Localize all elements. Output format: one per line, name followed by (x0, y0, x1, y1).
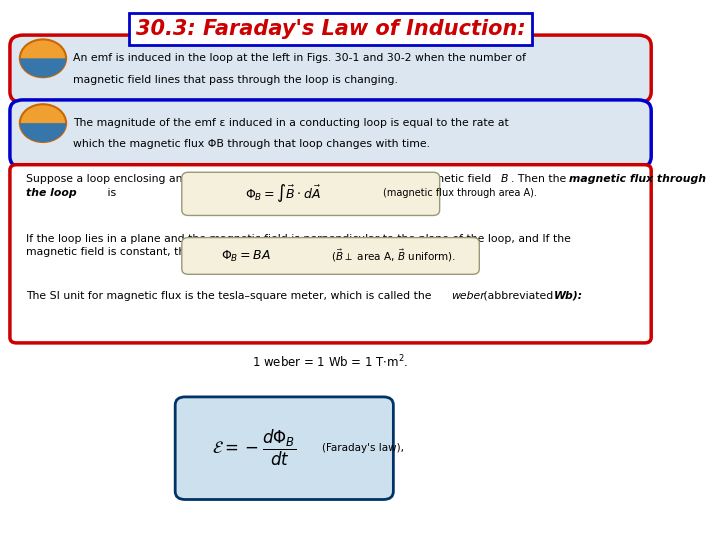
Text: (Faraday's law),: (Faraday's law), (323, 443, 405, 453)
Text: the loop: the loop (27, 188, 77, 199)
Circle shape (20, 104, 66, 142)
Text: is placed in a magnetic field: is placed in a magnetic field (334, 174, 495, 184)
FancyBboxPatch shape (10, 100, 651, 167)
Text: 30.3: Faraday's Law of Induction:: 30.3: Faraday's Law of Induction: (135, 19, 526, 39)
Text: $\Phi_B = BA$: $\Phi_B = BA$ (222, 248, 271, 264)
Text: magnetic flux through: magnetic flux through (569, 174, 706, 184)
Text: (magnetic flux through area A).: (magnetic flux through area A). (384, 188, 537, 198)
Text: magnetic field is constant, then: magnetic field is constant, then (27, 247, 199, 257)
Text: $\mathcal{E} = -\dfrac{d\Phi_B}{dt}$: $\mathcal{E} = -\dfrac{d\Phi_B}{dt}$ (212, 428, 296, 468)
FancyBboxPatch shape (175, 397, 393, 500)
Text: magnetic field lines that pass through the loop is changing.: magnetic field lines that pass through t… (73, 75, 397, 85)
Text: is: is (104, 188, 116, 199)
FancyBboxPatch shape (182, 238, 480, 274)
Text: An emf is induced in the loop at the left in Figs. 30-1 and 30-2 when the number: An emf is induced in the loop at the lef… (73, 53, 526, 63)
Text: ($\vec{B} \perp$ area A, $\vec{B}$ uniform).: ($\vec{B} \perp$ area A, $\vec{B}$ unifo… (330, 248, 456, 264)
Text: 1 weber = 1 Wb = 1 T$\cdot$m$^2$.: 1 weber = 1 Wb = 1 T$\cdot$m$^2$. (253, 354, 409, 370)
Wedge shape (20, 58, 66, 77)
Text: The SI unit for magnetic flux is the tesla–square meter, which is called the: The SI unit for magnetic flux is the tes… (27, 291, 432, 301)
Text: Wb):: Wb): (554, 291, 583, 301)
Text: The magnitude of the emf ε induced in a conducting loop is equal to the rate at: The magnitude of the emf ε induced in a … (73, 118, 508, 128)
Text: A: A (323, 174, 330, 184)
Text: Suppose a loop enclosing an area: Suppose a loop enclosing an area (27, 174, 214, 184)
FancyBboxPatch shape (10, 165, 651, 343)
Text: If the loop lies in a plane and the magnetic field is perpendicular to the plane: If the loop lies in a plane and the magn… (27, 234, 571, 244)
Text: which the magnetic flux ΦB through that loop changes with time.: which the magnetic flux ΦB through that … (73, 139, 430, 150)
Text: weber: weber (451, 291, 485, 301)
FancyBboxPatch shape (182, 172, 440, 215)
Text: . Then the: . Then the (511, 174, 567, 184)
Text: $\Phi_B = \int \vec{B} \cdot d\vec{A}$: $\Phi_B = \int \vec{B} \cdot d\vec{A}$ (245, 182, 320, 204)
Text: B: B (500, 174, 508, 184)
Wedge shape (20, 123, 66, 142)
FancyBboxPatch shape (10, 35, 651, 103)
Text: (abbreviated: (abbreviated (480, 291, 553, 301)
Circle shape (20, 39, 66, 77)
